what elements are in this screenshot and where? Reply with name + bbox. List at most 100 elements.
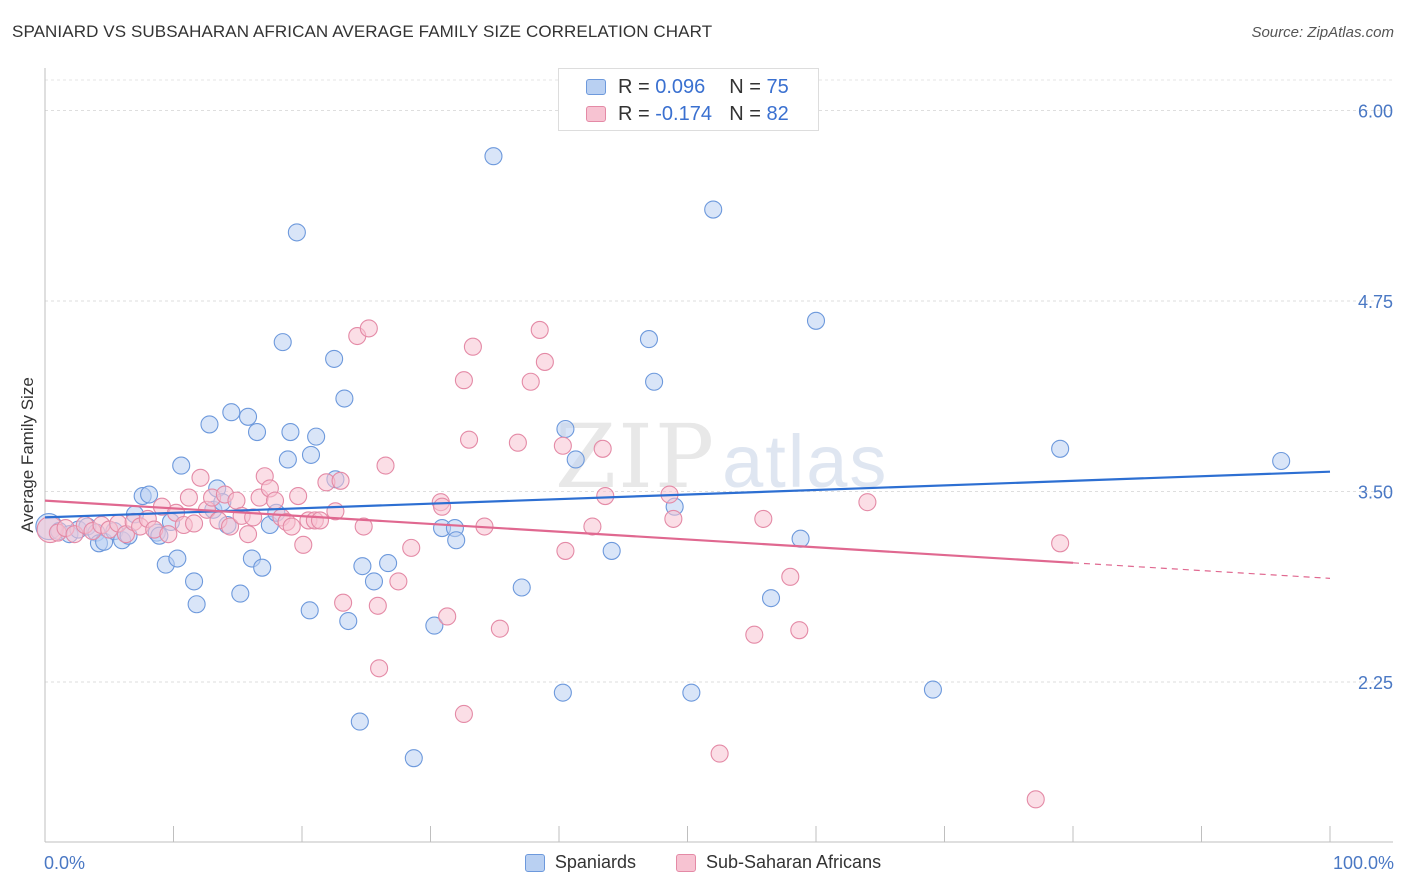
subsaharan-point bbox=[1051, 534, 1070, 553]
spaniards-trend-line bbox=[44, 470, 1331, 519]
spaniards-point bbox=[200, 415, 219, 434]
subsaharan-point bbox=[359, 319, 378, 338]
subsaharan-point bbox=[754, 509, 773, 528]
stats-r-value: -0.174 bbox=[655, 102, 712, 125]
spaniards-point bbox=[791, 529, 810, 548]
spaniards-point bbox=[335, 389, 354, 408]
stats-r-label: R = bbox=[618, 102, 650, 125]
spaniards-point bbox=[350, 712, 369, 731]
stats-r-label: R = bbox=[618, 75, 650, 98]
stats-n-label: N = bbox=[729, 102, 761, 125]
subsaharan-point bbox=[438, 607, 457, 626]
subsaharan-point bbox=[282, 517, 301, 536]
stats-swatch-subsaharan bbox=[586, 106, 606, 122]
subsaharan-point bbox=[191, 468, 210, 487]
subsaharan-point bbox=[294, 535, 313, 554]
subsaharan-trend-line-extension bbox=[1072, 562, 1331, 579]
subsaharan-point bbox=[310, 511, 330, 530]
subsaharan-point bbox=[596, 487, 615, 506]
subsaharan-point bbox=[227, 491, 246, 510]
spaniards-point bbox=[682, 683, 701, 702]
y-tick-label: 4.75 bbox=[1358, 292, 1393, 312]
spaniards-point bbox=[425, 616, 444, 635]
spaniards-point bbox=[553, 683, 572, 702]
subsaharan-point bbox=[376, 456, 395, 475]
spaniards-point bbox=[168, 549, 187, 568]
spaniards-point bbox=[278, 450, 297, 469]
subsaharan-point bbox=[593, 439, 612, 458]
subsaharan-point bbox=[553, 436, 572, 455]
spaniards-point bbox=[301, 445, 321, 464]
spaniards-point bbox=[140, 485, 159, 504]
spaniards-point bbox=[761, 589, 781, 608]
subsaharan-point bbox=[490, 619, 509, 638]
spaniards-point bbox=[379, 554, 398, 573]
subsaharan-point bbox=[433, 497, 452, 516]
y-tick-labels: 6.00 4.75 3.50 2.25 bbox=[1358, 101, 1393, 692]
subsaharan-point bbox=[459, 430, 479, 449]
stats-row-spaniards: R = 0.096 N = 75 bbox=[559, 74, 789, 100]
subsaharan-point bbox=[159, 525, 178, 544]
spaniards-point bbox=[602, 541, 621, 560]
spaniards-point bbox=[287, 223, 306, 242]
subsaharan-point bbox=[220, 517, 240, 536]
spaniards-point bbox=[353, 557, 372, 576]
x-tick-label-min: 0.0% bbox=[44, 853, 86, 873]
subsaharan-point bbox=[1026, 790, 1045, 809]
legend-swatch-spaniards bbox=[524, 853, 545, 872]
subsaharan-point bbox=[710, 744, 729, 763]
spaniards-point bbox=[247, 422, 267, 442]
y-axis-label: Average Family Size bbox=[18, 377, 37, 533]
subsaharan-point bbox=[521, 372, 540, 391]
chart-title: SPANIARD VS SUBSAHARAN AFRICAN AVERAGE F… bbox=[12, 22, 713, 41]
subsaharan-point bbox=[454, 704, 473, 724]
spaniards-point bbox=[566, 450, 585, 469]
spaniards-point bbox=[339, 611, 358, 631]
spaniards-point bbox=[364, 572, 384, 591]
stats-r-value: 0.096 bbox=[655, 75, 706, 98]
subsaharan-point bbox=[354, 517, 373, 536]
data-points bbox=[35, 147, 1291, 809]
subsaharan-point bbox=[289, 487, 308, 506]
spaniards-point bbox=[704, 200, 723, 219]
y-tick-label: 3.50 bbox=[1358, 482, 1393, 502]
subsaharan-point bbox=[244, 508, 263, 527]
subsaharan-point bbox=[583, 517, 602, 536]
legend-label-spaniards: Spaniards bbox=[554, 852, 636, 872]
stats-swatch-spaniards bbox=[586, 79, 606, 95]
subsaharan-point bbox=[535, 352, 554, 371]
spaniards-point bbox=[556, 419, 575, 439]
spaniards-point bbox=[1272, 451, 1291, 471]
spaniards-point bbox=[1051, 439, 1070, 458]
subsaharan-point bbox=[370, 659, 389, 678]
legend-item-subsaharan[interactable]: Sub-Saharan Africans bbox=[675, 852, 881, 873]
spaniards-point bbox=[645, 372, 664, 391]
spaniards-point bbox=[806, 311, 826, 330]
subsaharan-point bbox=[508, 433, 527, 452]
subsaharan-point bbox=[334, 593, 353, 612]
spaniards-point bbox=[484, 147, 503, 166]
stats-n-value: 82 bbox=[766, 102, 789, 125]
subsaharan-point bbox=[389, 572, 408, 591]
legend-item-spaniards[interactable]: Spaniards bbox=[524, 852, 636, 873]
axes bbox=[44, 68, 1393, 843]
spaniards-point bbox=[273, 333, 292, 352]
subsaharan-point bbox=[790, 621, 809, 640]
subsaharan-point bbox=[185, 514, 204, 533]
spaniards-point bbox=[222, 403, 241, 422]
subsaharan-point bbox=[179, 488, 198, 507]
subsaharan-point bbox=[858, 493, 877, 512]
chart-legend: Spaniards Sub-Saharan Africans bbox=[0, 852, 1406, 873]
stats-row-subsaharan: R = -0.174 N = 82 bbox=[559, 101, 789, 127]
spaniards-point bbox=[231, 584, 250, 603]
spaniards-point bbox=[307, 427, 326, 446]
subsaharan-point bbox=[454, 371, 473, 390]
subsaharan-point bbox=[781, 567, 800, 586]
y-tick-label: 6.00 bbox=[1358, 101, 1393, 121]
subsaharan-trend-line bbox=[44, 499, 1074, 564]
spaniards-point bbox=[300, 601, 319, 620]
stats-n-label: N = bbox=[729, 75, 761, 98]
spaniards-point bbox=[253, 558, 272, 577]
correlation-stats-box: R = 0.096 N = 75 R = -0.174 N = 82 bbox=[558, 68, 819, 131]
